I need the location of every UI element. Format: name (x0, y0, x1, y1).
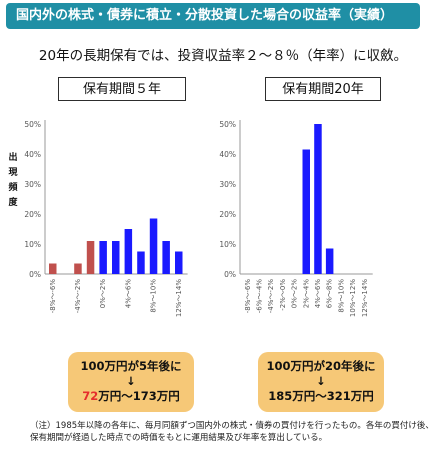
x-tick-label: 8%～10% (150, 279, 158, 313)
x-tick-label: 0%～2% (291, 279, 299, 309)
bar (314, 124, 322, 274)
y-tick-label: 10% (24, 240, 41, 249)
y-axis-label-char: 度 (8, 196, 18, 208)
bar (86, 241, 95, 274)
y-axis-label-char: 出 (8, 151, 17, 163)
subtitle: 20年の長期保有では、投資収益率２～８％（年率）に収斂。 (38, 48, 408, 64)
y-tick-label: 40% (24, 150, 41, 159)
bar (137, 251, 145, 274)
chart-20yr: 0% 10% 20% 30% 40% 50% -8%～-6% -6%～-4% -4%～-2% -2… (219, 120, 373, 317)
x-tick-label: -4%～-2% (74, 279, 82, 314)
x-tick-label: -8%～-6% (49, 279, 57, 314)
x-tick-label: 4%～6% (124, 279, 132, 309)
y-tick-label: 50% (24, 120, 41, 129)
bar (112, 241, 120, 274)
y-tick-label: 0% (29, 270, 41, 279)
x-tick-label: -6%～-4% (255, 279, 263, 314)
arrow-down-icon: ↓ (126, 374, 136, 388)
bar (175, 251, 183, 274)
x-tick-label: 0%～2% (99, 279, 107, 309)
result-5yr-range: 72万円～173万円 (68, 389, 194, 404)
arrow-down-icon: ↓ (316, 374, 326, 388)
result-20yr-range: 185万円～321万円 (268, 389, 374, 403)
x-tick-label: 4%～6% (314, 279, 322, 309)
y-tick-label: 30% (24, 180, 41, 189)
x-tick-label: 6%～8% (326, 279, 334, 309)
y-tick-label: 50% (219, 120, 236, 129)
result-5yr-line1: 100万円が5年後に (80, 359, 182, 373)
x-tick-label: -8%～-6% (244, 279, 252, 314)
x-tick-label: 12%～14% (361, 279, 369, 317)
x-tick-label: 12%～14% (175, 279, 183, 317)
chart-title-20yr: 保有期間20年 (265, 77, 381, 101)
footnote: （注）1985年以降の各年に、毎月同額ずつ国内外の株式・債券の買付けを行ったもの… (30, 421, 434, 443)
y-axis-label-char: 現 (8, 167, 17, 178)
x-tick-label: -4%～-2% (267, 279, 275, 314)
y-tick-label: 30% (219, 180, 236, 189)
y-axis-label-char: 頻 (8, 181, 17, 193)
bar (162, 241, 170, 274)
y-tick-label: 20% (219, 210, 236, 219)
result-20yr-line1: 100万円が20年後に (266, 359, 376, 373)
y-tick-label: 20% (24, 210, 41, 219)
bar (49, 263, 57, 274)
result-box-5yr: 100万円が5年後に ↓ 72万円～173万円 (68, 352, 194, 412)
bar (99, 241, 107, 274)
bar (302, 149, 310, 274)
x-tick-label: 2%～4% (302, 279, 310, 309)
x-tick-label: 10%～12% (349, 279, 357, 317)
y-tick-label: 10% (219, 240, 236, 249)
x-tick-label: 8%～10% (337, 279, 345, 313)
result-box-20yr: 100万円が20年後に ↓ 185万円～321万円 (258, 352, 384, 412)
x-tick-label: -2%～0% (279, 279, 287, 311)
bar (74, 263, 82, 274)
bar (325, 248, 334, 274)
bar (149, 218, 158, 274)
y-tick-label: 0% (224, 270, 236, 279)
result-5yr-range-rest: 万円～173万円 (98, 389, 180, 403)
title-banner: 国内外の株式・債券に積立・分散投資した場合の収益率（実績） (6, 3, 420, 29)
chart-title-5yr: 保有期間５年 (58, 77, 186, 101)
y-tick-label: 40% (219, 150, 236, 159)
result-5yr-low: 72 (82, 389, 99, 403)
bar (124, 229, 133, 274)
